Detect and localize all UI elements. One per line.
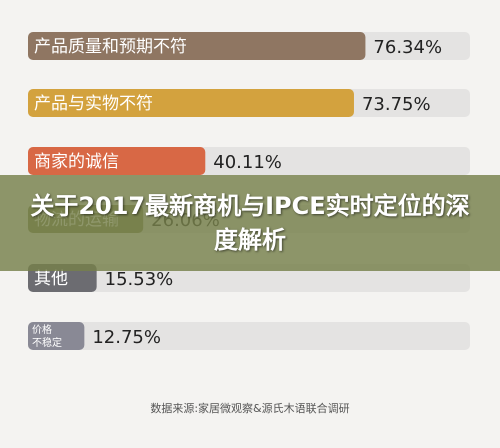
bar (28, 147, 206, 175)
category-label: 其他 (34, 269, 68, 289)
category-label: 商家的诚信 (34, 152, 119, 172)
bar-track (28, 322, 470, 350)
bar (28, 89, 354, 117)
value-label: 76.34% (373, 37, 442, 58)
bar (28, 32, 366, 60)
title-banner: 关于2017最新商机与IPCE实时定位的深度解析 (0, 175, 500, 271)
category-label: 产品与实物不符 (34, 94, 153, 114)
category-label: 不稳定 (32, 336, 62, 349)
bar-track (28, 264, 470, 292)
source-note: 数据来源:家居微观察&源氏木语联合调研 (150, 402, 350, 415)
value-label: 15.53% (105, 269, 174, 290)
bar (28, 264, 97, 292)
value-label: 40.11% (213, 152, 282, 173)
category-label: 产品质量和预期不符 (34, 37, 187, 57)
category-label: 价格 (32, 323, 52, 336)
bar (28, 322, 85, 350)
value-label: 12.75% (92, 327, 161, 348)
value-label: 73.75% (362, 94, 431, 115)
banner-title: 关于2017最新商机与IPCE实时定位的深度解析 (30, 192, 470, 254)
